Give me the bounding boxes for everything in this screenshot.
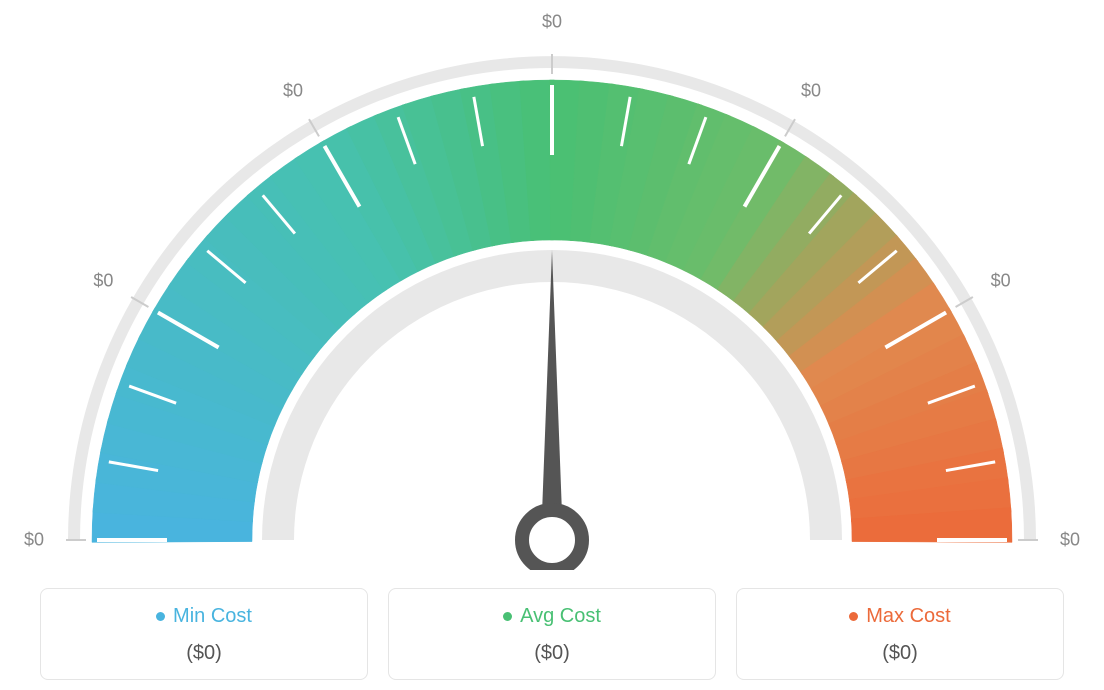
legend-card-max: Max Cost ($0) [736, 588, 1064, 680]
gauge-tick-label: $0 [24, 530, 44, 551]
cost-gauge-container: $0$0$0$0$0$0$0 Min Cost($0)Avg Cost($0)M… [0, 0, 1104, 690]
legend-card-min: Min Cost ($0) [40, 588, 368, 680]
gauge-tick-label: $0 [283, 81, 303, 102]
legend-title-avg: Avg Cost [503, 605, 601, 628]
legend-dot-max [849, 612, 858, 621]
legend-label-max: Max Cost [866, 605, 950, 628]
legend-title-max: Max Cost [849, 605, 950, 628]
legend-value-min: ($0) [51, 642, 357, 665]
legend-card-avg: Avg Cost ($0) [388, 588, 716, 680]
legend-value-max: ($0) [747, 642, 1053, 665]
legend-label-avg: Avg Cost [520, 605, 601, 628]
gauge-tick-label: $0 [801, 81, 821, 102]
legend-title-min: Min Cost [156, 605, 252, 628]
legend-label-min: Min Cost [173, 605, 252, 628]
gauge-area: $0 $0 $0 $0 $0 $0 $0 [0, 0, 1104, 560]
gauge-tick-label: $0 [991, 271, 1011, 292]
legend-dot-min [156, 612, 165, 621]
gauge-svg [0, 10, 1104, 570]
gauge-tick-label: $0 [93, 271, 113, 292]
legend-dot-avg [503, 612, 512, 621]
gauge-tick-label: $0 [542, 12, 562, 33]
legend-row: Min Cost ($0) Avg Cost ($0) Max Cost ($0) [0, 588, 1104, 690]
gauge-tick-label: $0 [1060, 530, 1080, 551]
legend-value-avg: ($0) [399, 642, 705, 665]
